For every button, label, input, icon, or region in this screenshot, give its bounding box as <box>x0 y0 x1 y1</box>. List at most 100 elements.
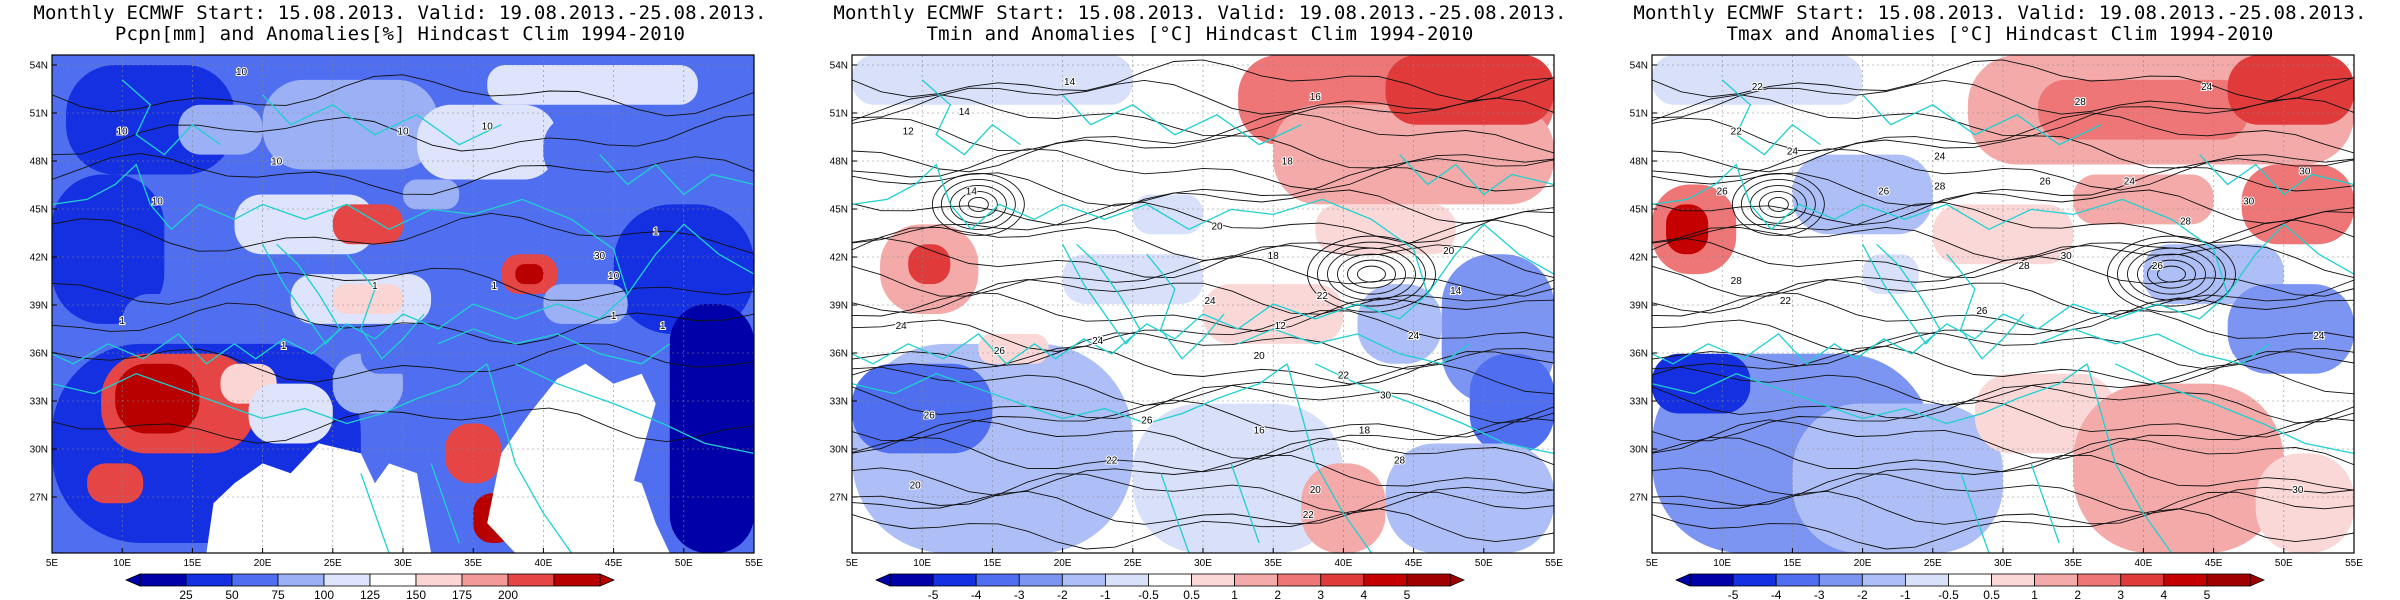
lon-tick-label: 45E <box>2205 558 2223 569</box>
anomaly-area <box>1301 463 1386 553</box>
panel-precipitation: Monthly ECMWF Start: 15.08.2013. Valid: … <box>0 0 800 600</box>
coastline <box>599 154 754 196</box>
colorbar-swatch <box>1277 573 1322 587</box>
contour-line <box>2117 241 2226 307</box>
colorbar-label: 75 <box>271 588 285 600</box>
contour-line <box>1652 148 2354 191</box>
coastline <box>121 79 221 156</box>
colorbar-swatch <box>1061 573 1106 587</box>
coastline <box>1427 223 1554 295</box>
contour-label: 22 <box>1317 291 1329 302</box>
anomaly-area <box>487 64 698 105</box>
contour-label: 20 <box>910 480 922 491</box>
coastline <box>2115 363 2354 455</box>
contour-label: 10 <box>397 127 409 138</box>
anomaly-area <box>1932 204 2074 265</box>
lat-tick-label: 33N <box>30 397 48 408</box>
contour-line <box>1652 94 2354 137</box>
anomaly-area <box>262 79 439 170</box>
lat-tick-label: 45N <box>830 205 848 216</box>
contour-label: 10 <box>608 271 620 282</box>
contour-line <box>1731 172 1825 236</box>
colorbar-label: -1 <box>1900 588 1911 600</box>
contour-line <box>852 291 1554 332</box>
contour-label: 26 <box>1141 416 1153 427</box>
coastline <box>1862 94 2102 146</box>
colorbar-swatch <box>415 573 463 587</box>
colorbar-label: 2 <box>1274 588 1281 600</box>
colorbar-label: 50 <box>225 588 239 600</box>
contour-label: 26 <box>2152 261 2164 272</box>
contour-line <box>1652 332 2354 370</box>
contour-label: 14 <box>966 186 978 197</box>
lon-tick-label: 20E <box>1854 558 1872 569</box>
coastline <box>430 463 460 544</box>
contour-label: 1 <box>491 281 497 292</box>
colorbar-label: 4 <box>1361 588 1368 600</box>
lat-tick-label: 36N <box>30 349 48 360</box>
lat-tick-label: 54N <box>830 61 848 72</box>
contour-label: 28 <box>1394 455 1406 466</box>
coastline <box>437 328 671 365</box>
contour-label: 28 <box>2180 216 2192 227</box>
lat-tick-label: 27N <box>830 493 848 504</box>
coastline <box>852 163 1429 365</box>
panel-tmin: Monthly ECMWF Start: 15.08.2013. Valid: … <box>800 0 1600 600</box>
contour-line <box>852 310 1554 352</box>
anomaly-area <box>87 463 144 504</box>
contour-label: 22 <box>1731 127 1743 138</box>
contour-line <box>852 77 1554 119</box>
lon-tick-label: 50E <box>1475 558 1493 569</box>
contour-line <box>1740 178 1816 230</box>
coastline <box>852 363 1288 425</box>
lat-tick-label: 42N <box>30 253 48 264</box>
lat-tick-label: 39N <box>30 301 48 312</box>
contour-label: 30 <box>2243 196 2255 207</box>
colorbar-label: 5 <box>2204 588 2211 600</box>
contour-line <box>852 399 1554 442</box>
contour-label: 26 <box>1717 186 1729 197</box>
lon-tick-label: 50E <box>675 558 693 569</box>
contour-label: 1 <box>119 316 125 327</box>
contour-label: 18 <box>1359 425 1371 436</box>
anomaly-area <box>417 104 558 180</box>
contour-label: 24 <box>1204 296 1216 307</box>
contour-label: 1 <box>611 311 617 322</box>
contour-line <box>1652 454 2354 497</box>
contour-line <box>1652 112 2354 154</box>
lat-tick-label: 30N <box>830 445 848 456</box>
contour-label: 28 <box>2075 97 2087 108</box>
colorbar-swatch <box>323 573 371 587</box>
contour-line <box>1347 259 1396 289</box>
contour-line <box>852 255 1554 297</box>
coastline <box>360 473 390 553</box>
anomaly-area <box>122 294 263 354</box>
colorbar-label: 0.5 <box>1983 588 2000 600</box>
contour-line <box>1652 490 2354 525</box>
lon-tick-label: 55E <box>2345 558 2363 569</box>
colorbar-label: -2 <box>1857 588 1868 600</box>
lon-tick-label: 10E <box>913 558 931 569</box>
anomaly-area <box>1469 353 1554 454</box>
contour-line <box>852 454 1554 497</box>
anomaly-area <box>2073 383 2284 553</box>
contour-line <box>1652 255 2354 297</box>
contour-label: 28 <box>1731 276 1743 287</box>
anomaly-area <box>52 174 165 324</box>
contour-line <box>958 190 998 218</box>
contour-label: 26 <box>994 346 1006 357</box>
contour-line <box>52 212 754 255</box>
colorbar-swatch <box>2120 573 2165 587</box>
contour-line <box>852 473 1554 515</box>
lat-tick-label: 27N <box>1630 493 1648 504</box>
colorbar-label: 0.5 <box>1183 588 1200 600</box>
colorbar-swatch <box>1104 573 1149 587</box>
coastline <box>1652 163 2229 365</box>
contour-label: 20 <box>1443 246 1455 257</box>
anomaly-area <box>248 383 333 444</box>
lat-tick-label: 45N <box>30 205 48 216</box>
coastline <box>1960 473 1990 553</box>
anomaly-area <box>2241 164 2354 245</box>
coastline <box>1230 463 1260 544</box>
contour-label: 16 <box>1254 425 1266 436</box>
